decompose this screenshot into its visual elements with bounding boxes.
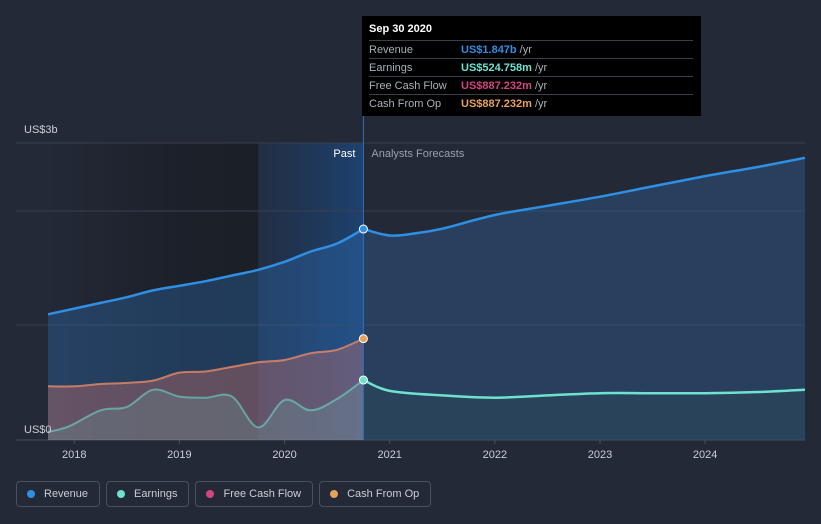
tooltip-value: US$1.847b: [461, 43, 517, 56]
tooltip-date: Sep 30 2020: [369, 23, 432, 35]
past-label: Past: [333, 148, 355, 160]
forecast-label: Analysts Forecasts: [371, 148, 464, 160]
tooltip-value: US$887.232m: [461, 97, 532, 110]
tooltip-row-earnings: Earnings US$524.758m /yr: [369, 58, 693, 76]
tooltip-value: US$524.758m: [461, 61, 532, 74]
x-tick-label: 2019: [167, 449, 191, 461]
legend-label: Earnings: [134, 488, 178, 500]
recent-shade: [258, 143, 364, 440]
tooltip-label: Cash From Op: [369, 97, 442, 110]
tooltip-row-revenue: Revenue US$1.847b /yr: [369, 40, 693, 58]
tooltip-label: Free Cash Flow: [369, 79, 447, 92]
tooltip-row-free-cash-flow: Free Cash Flow US$887.232m /yr: [369, 76, 693, 94]
revenue-forecast-line: [363, 156, 806, 237]
x-tick-label: 2018: [62, 449, 86, 461]
tooltip-value: US$887.232m: [461, 79, 532, 92]
free-cash-flow-dot-icon: [206, 490, 215, 498]
x-tick-label: 2020: [272, 449, 296, 461]
legend-label: Free Cash Flow: [223, 488, 302, 500]
legend-label: Cash From Op: [347, 488, 420, 500]
tooltip-unit: /yr: [519, 43, 532, 56]
legend-item-cash-from-op[interactable]: Cash From Op: [319, 481, 432, 507]
legend-item-earnings[interactable]: Earnings: [106, 481, 190, 507]
revenue-point: [358, 224, 368, 234]
tooltip-unit: /yr: [534, 61, 548, 74]
x-tick-label: 2024: [693, 449, 717, 461]
x-tick-label: 2023: [588, 449, 612, 461]
x-tick-label: 2022: [483, 449, 507, 461]
revenue-area: [48, 229, 364, 440]
cash-from-op-point: [358, 334, 368, 344]
earnings-forecast-line: [362, 378, 806, 399]
revenue-line: [47, 227, 365, 316]
earnings-area: [48, 380, 364, 440]
legend-label: Revenue: [44, 488, 89, 500]
earnings-dot-icon: [117, 490, 126, 498]
earnings-point: [358, 375, 368, 385]
earnings-forecast-area: [363, 380, 805, 440]
revenue-dot-icon: [27, 490, 35, 498]
y-axis-bottom-label: US$0: [24, 424, 52, 436]
cash-from-op-dot-icon: [330, 490, 339, 498]
tooltip-label: Revenue: [369, 43, 414, 56]
cash-from-op-area: [48, 338, 364, 440]
tooltip-unit: /yr: [534, 79, 548, 92]
cash-from-op-line: [47, 337, 364, 388]
tooltip-row-cash-from-op: Cash From Op US$887.232m /yr: [369, 94, 693, 112]
x-tick-label: 2021: [377, 449, 401, 461]
revenue-forecast-area: [363, 157, 805, 441]
tooltip-label: Earnings: [369, 61, 413, 74]
earnings-line: [47, 379, 364, 433]
legend-item-free-cash-flow[interactable]: Free Cash Flow: [195, 481, 314, 507]
free-cash-flow-area: [48, 338, 364, 440]
legend: Revenue Earnings Free Cash Flow Cash Fro…: [16, 481, 432, 507]
tooltip-unit: /yr: [534, 97, 548, 110]
y-axis-top-label: US$3b: [24, 124, 58, 136]
tooltip: Sep 30 2020 Revenue US$1.847b /yr Earnin…: [362, 16, 701, 116]
legend-item-revenue[interactable]: Revenue: [16, 481, 101, 507]
